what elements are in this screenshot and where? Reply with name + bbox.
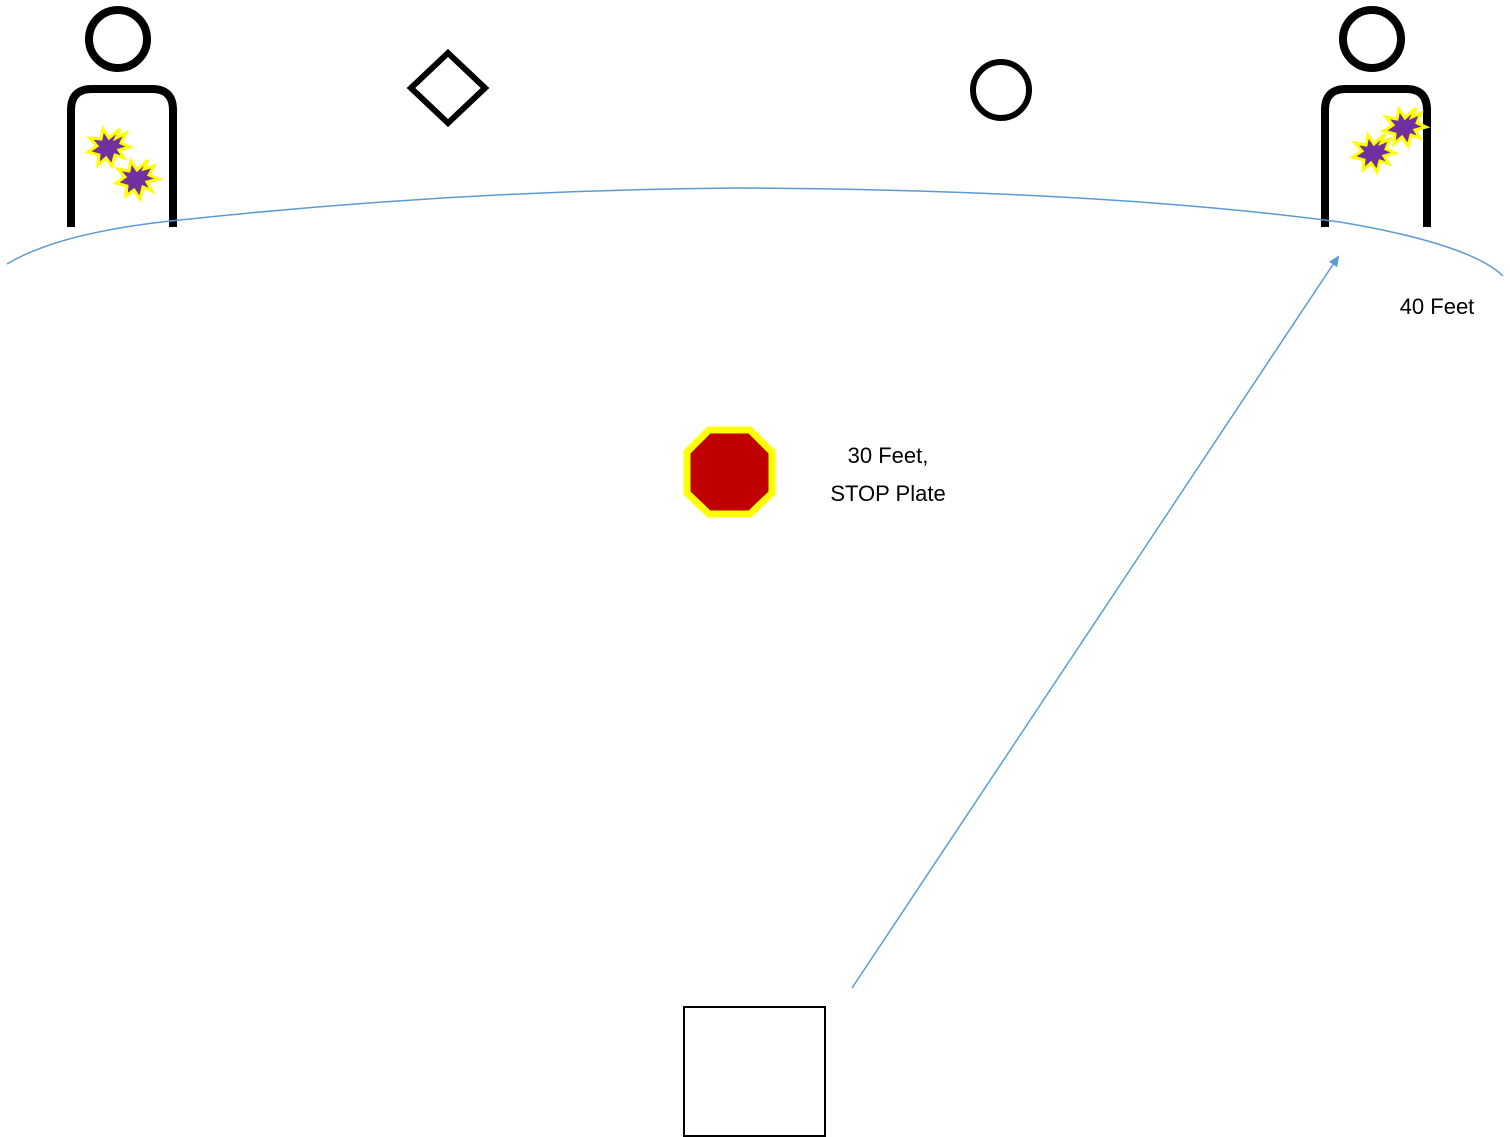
target-right: [1321, 6, 1431, 227]
distance-label-40-feet: 40 Feet: [1399, 294, 1475, 319]
hit-marker-left-1: [84, 125, 135, 170]
stop-plate-label: STOP Plate: [830, 481, 946, 506]
hit-marker-left-2: [112, 157, 164, 203]
distance-arc-40ft: [6, 187, 1504, 277]
distance-label-30-feet-stop-plate: 30 Feet, STOP Plate: [808, 437, 968, 513]
target-right-body: [1321, 85, 1431, 227]
diamond-icon: [406, 48, 490, 128]
circle-icon: [970, 59, 1032, 121]
target-left-head: [85, 6, 151, 72]
movement-arrow: [851, 255, 1340, 989]
hit-marker-right-2: [1349, 131, 1400, 176]
target-left: [67, 6, 177, 227]
target-left-body: [67, 85, 177, 227]
distance-label-30-feet: 30 Feet,: [847, 443, 929, 468]
target-right-head: [1339, 6, 1405, 72]
stop-plate-octagon: [683, 426, 776, 518]
hit-marker-right-1: [1380, 105, 1431, 150]
shooting-box: [683, 1006, 826, 1137]
